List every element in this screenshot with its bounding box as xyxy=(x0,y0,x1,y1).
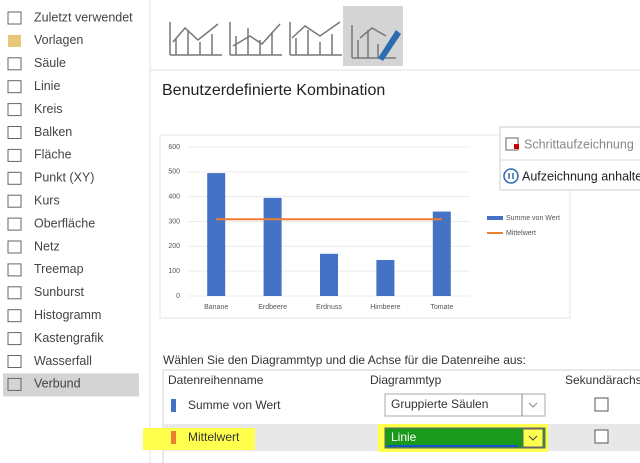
x-tick-label: Himbeere xyxy=(370,304,400,311)
pencil-icon xyxy=(378,30,401,61)
record-dot xyxy=(514,144,519,149)
type-dropdown[interactable] xyxy=(384,427,546,449)
sidebar-icon xyxy=(7,126,22,139)
legend-swatch xyxy=(487,216,503,220)
sidebar-selected xyxy=(3,373,139,397)
sidebar-item[interactable]: Linie xyxy=(34,79,60,93)
sidebar-item[interactable]: Punkt (XY) xyxy=(34,171,94,185)
sidebar-icon xyxy=(7,309,22,323)
y-tick-label: 200 xyxy=(168,243,180,250)
popup-item[interactable]: Schrittaufzeichnung xyxy=(524,137,634,151)
column-header: Sekundärachse xyxy=(565,373,640,387)
dropdown-button[interactable] xyxy=(522,428,544,448)
y-tick-label: 400 xyxy=(168,194,180,201)
sidebar-item[interactable]: Zuletzt verwendet xyxy=(34,10,133,24)
sidebar-item[interactable]: Treemap xyxy=(34,262,84,276)
series-name: Mittelwert xyxy=(188,430,240,444)
y-tick-label: 100 xyxy=(168,268,180,275)
sidebar-item[interactable]: Sunburst xyxy=(34,285,85,299)
sidebar-item[interactable]: Kurs xyxy=(34,193,60,207)
sidebar-icon xyxy=(8,34,21,47)
chart: 0 100 200 300 400 500 600 Banane Erdbeere Erdnuss… xyxy=(168,144,560,311)
x-tick-label: Banane xyxy=(204,304,228,311)
sidebar-item[interactable]: Verbund xyxy=(34,377,81,391)
popup: Schrittaufzeichnung Aufzeichnung anhalte xyxy=(499,126,640,191)
column-header: Diagrammtyp xyxy=(370,373,442,387)
sidebar-item[interactable]: Säule xyxy=(34,56,66,70)
series-name: Summe von Wert xyxy=(188,398,281,412)
sidebar-icon xyxy=(7,286,22,300)
y-tick-label: 0 xyxy=(176,293,180,300)
sidebar-icon xyxy=(7,80,22,94)
legend-label: Mittelwert xyxy=(506,230,536,237)
sidebar-icon xyxy=(7,171,22,185)
bar xyxy=(432,211,451,296)
type-dropdown[interactable] xyxy=(384,393,546,417)
sidebar-icon xyxy=(7,263,22,277)
pause-bars xyxy=(508,173,514,179)
sidebar-item[interactable]: Histogramm xyxy=(34,308,101,322)
popup-item[interactable]: Aufzeichnung anhalte xyxy=(522,169,640,183)
checkbox[interactable] xyxy=(594,429,609,444)
checkbox[interactable] xyxy=(594,397,609,412)
y-tick-label: 500 xyxy=(168,169,180,176)
x-tick-label: Erdbeere xyxy=(258,304,287,311)
sidebar-icon xyxy=(7,332,22,346)
series-swatch xyxy=(171,431,176,444)
y-tick-label: 600 xyxy=(168,144,180,151)
dropdown-arrow xyxy=(521,394,538,416)
sidebar-item[interactable]: Fläche xyxy=(34,148,72,162)
sidebar-item[interactable]: Oberfläche xyxy=(34,216,95,230)
sidebar-item[interactable]: Kastengrafik xyxy=(34,331,104,345)
sidebar-icon xyxy=(7,355,22,368)
x-tick-label: Tomate xyxy=(430,304,453,311)
sidebar-icon xyxy=(7,148,22,162)
sidebar-icon xyxy=(7,240,22,254)
sidebar-icon xyxy=(7,217,22,231)
sidebar-icon xyxy=(7,57,22,71)
column-header: Datenreihenname xyxy=(168,373,264,387)
popup-frame xyxy=(499,126,640,191)
bar xyxy=(376,259,395,296)
y-tick-label: 300 xyxy=(168,218,180,225)
bar xyxy=(207,173,226,296)
sidebar-icon xyxy=(7,103,22,117)
sidebar-item[interactable]: Wasserfall xyxy=(34,354,92,368)
type-value[interactable]: Linie xyxy=(391,430,417,444)
dropdown-arrow xyxy=(528,435,538,441)
thumbnails[interactable] xyxy=(169,6,403,66)
sidebar-icon xyxy=(7,194,22,208)
sidebar-icon xyxy=(7,377,22,391)
prompt: Wählen Sie den Diagrammtyp und die Achse… xyxy=(163,353,526,367)
sidebar-item[interactable]: Netz xyxy=(34,239,60,253)
series-swatch xyxy=(171,399,176,412)
sidebar: Zuletzt verwendet Vorlagen Säule Linie Kreis… xyxy=(3,10,139,397)
sidebar-item[interactable]: Balken xyxy=(34,125,72,139)
bar xyxy=(320,253,338,296)
sidebar-item[interactable]: Kreis xyxy=(34,102,62,116)
legend-label: Summe von Wert xyxy=(506,215,560,222)
type-value[interactable]: Gruppierte Säulen xyxy=(391,397,488,411)
sidebar-icon xyxy=(7,11,22,25)
pause-icon xyxy=(503,168,519,184)
bar xyxy=(263,197,282,296)
x-tick-label: Erdnuss xyxy=(316,304,342,311)
sidebar-item[interactable]: Vorlagen xyxy=(34,33,83,47)
heading: Benutzerdefinierte Kombination xyxy=(162,82,385,99)
